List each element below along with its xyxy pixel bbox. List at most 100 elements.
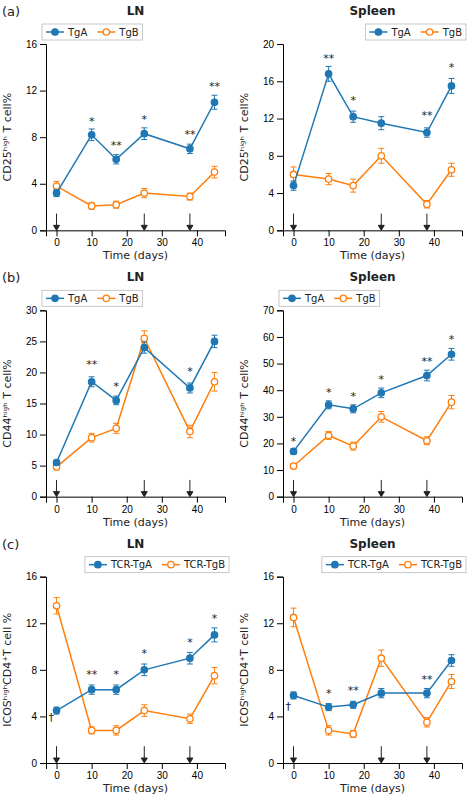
tick-label: 40: [429, 504, 441, 515]
tick-label: 40: [263, 385, 275, 396]
error-bar: [113, 423, 119, 433]
tick-mark: [294, 230, 295, 236]
tick-label: 0: [291, 770, 297, 781]
tick-mark: [40, 435, 46, 436]
tick-label: 15: [26, 398, 38, 409]
tick-mark: [277, 577, 283, 578]
y-axis: 051015202530: [26, 305, 47, 502]
tick-label: 30: [157, 504, 169, 515]
series-line: [57, 635, 215, 711]
tick-mark: [40, 404, 46, 405]
point: [350, 113, 356, 119]
tick: 50: [263, 358, 283, 369]
tick-label: 4: [268, 711, 274, 722]
error-bar: [54, 460, 60, 465]
error-bar: [350, 179, 356, 192]
legend-marker: [375, 29, 381, 35]
point: [88, 434, 94, 440]
arrow: [141, 214, 147, 231]
tick: 20: [359, 230, 371, 248]
point: [211, 379, 217, 385]
error-bar: [89, 377, 95, 387]
point: [88, 132, 94, 138]
arrow: [54, 480, 60, 497]
error-bar: [424, 437, 430, 445]
tick: 40: [429, 763, 441, 781]
tick-label: 4: [268, 188, 274, 199]
tick-label: 20: [122, 237, 134, 248]
point: [211, 672, 217, 678]
point: [325, 432, 331, 438]
panel: 0102030400481216Time (days)CD25ʰⁱᵍʰ T ce…: [1, 4, 226, 262]
legend-label: TgB: [355, 293, 375, 304]
tick-label: 4: [31, 711, 37, 722]
tick-mark: [40, 763, 46, 764]
error-bar: [113, 201, 119, 208]
tick-label: 8: [31, 132, 37, 143]
series-line: [294, 402, 452, 466]
tick-mark: [329, 497, 330, 503]
title: LN: [127, 270, 145, 284]
legend-label: TgB: [118, 293, 138, 304]
y-axis-title: ICOSʰⁱᵍʰCD4⁺T cell %: [238, 613, 251, 727]
error-bar: [378, 411, 384, 422]
tick-mark: [92, 763, 93, 769]
tick: 0: [268, 225, 283, 236]
error-bar: [350, 405, 356, 413]
point: [187, 716, 193, 722]
error-bar: [89, 433, 95, 442]
legend-frame: [42, 290, 143, 306]
legend-label: TgA: [67, 27, 87, 38]
plot-area: [290, 66, 454, 208]
annotation: *: [326, 687, 332, 700]
tick-label: 20: [359, 770, 371, 781]
point: [113, 156, 119, 162]
legend-label: TCR-TgB: [420, 559, 462, 570]
legend-label: TgB: [442, 27, 462, 38]
arrow: [54, 214, 60, 231]
axis-line: [284, 764, 463, 770]
error-bar: [291, 181, 297, 190]
error-bar: [326, 174, 332, 185]
plot-area: [290, 608, 454, 737]
series: [290, 148, 454, 208]
tick-label: 0: [268, 758, 274, 769]
tick-mark: [40, 341, 46, 342]
y-axis: 0481216: [26, 571, 47, 768]
tick: 20: [122, 230, 134, 248]
series: [53, 335, 217, 466]
tick-mark: [40, 497, 46, 498]
tick-label: 0: [291, 237, 297, 248]
point: [350, 443, 356, 449]
tick: 10: [263, 465, 283, 476]
legend-label: TCR-TgB: [183, 559, 225, 570]
tick: 4: [31, 178, 46, 189]
tick-label: 8: [31, 665, 37, 676]
point: [53, 707, 59, 713]
axis-line: [47, 764, 226, 770]
x-axis: 010203040: [284, 763, 463, 781]
annotation: *: [326, 386, 332, 399]
tick: 8: [268, 151, 283, 162]
tick: 0: [54, 763, 60, 781]
legend: TgATgB: [42, 290, 143, 306]
plot-area: [53, 598, 217, 735]
tick: 30: [157, 230, 169, 248]
tick: 10: [324, 497, 336, 515]
tick-mark: [364, 763, 365, 769]
arrow: [187, 214, 193, 231]
tick-mark: [277, 470, 283, 471]
point: [378, 690, 384, 696]
point: [378, 655, 384, 661]
series-line: [57, 341, 215, 462]
error-bar: [141, 128, 147, 140]
tick-mark: [277, 44, 283, 45]
legend: TCR-TgATCR-TgB: [322, 557, 466, 573]
tick: 40: [429, 497, 441, 515]
tick: 40: [263, 385, 283, 396]
point: [141, 190, 147, 196]
tick-mark: [162, 763, 163, 769]
tick-mark: [127, 497, 128, 503]
series: [53, 166, 217, 209]
tick-mark: [277, 337, 283, 338]
